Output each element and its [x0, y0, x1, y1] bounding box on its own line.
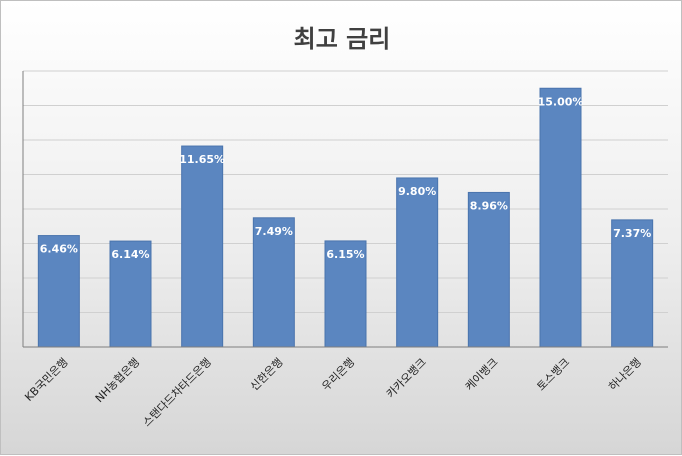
data-label: 6.14% — [111, 248, 149, 261]
chart-title: 최고 금리 — [293, 25, 391, 53]
data-label: 6.46% — [40, 243, 78, 256]
bar — [252, 217, 295, 348]
x-tick-label: KB국민은행 — [22, 356, 70, 404]
x-tick-label: 우리은행 — [319, 356, 357, 394]
x-tick-label: 신한은행 — [248, 356, 286, 394]
x-tick-label: 케이뱅크 — [463, 356, 501, 394]
bar — [37, 235, 80, 348]
data-label: 8.96% — [470, 199, 508, 212]
x-tick-label: 스탠다드차타드은행 — [140, 356, 214, 430]
data-label: 6.15% — [326, 248, 364, 261]
x-tick-label: 토스뱅크 — [534, 356, 572, 394]
x-tick-label: 카카오뱅크 — [384, 356, 429, 401]
bar — [181, 145, 224, 348]
x-tick-label: NH농협은행 — [93, 356, 142, 405]
bar — [539, 87, 582, 348]
bar — [324, 240, 367, 348]
data-label: 15.00% — [538, 95, 584, 108]
data-label: 7.37% — [613, 227, 651, 240]
data-label: 11.65% — [179, 153, 225, 166]
bar — [109, 240, 152, 348]
bar — [396, 177, 439, 348]
x-tick-label: 하나은행 — [605, 355, 644, 394]
bar — [611, 219, 654, 348]
data-label: 7.49% — [255, 225, 293, 238]
bar — [467, 191, 510, 348]
data-label: 9.80% — [398, 185, 436, 198]
